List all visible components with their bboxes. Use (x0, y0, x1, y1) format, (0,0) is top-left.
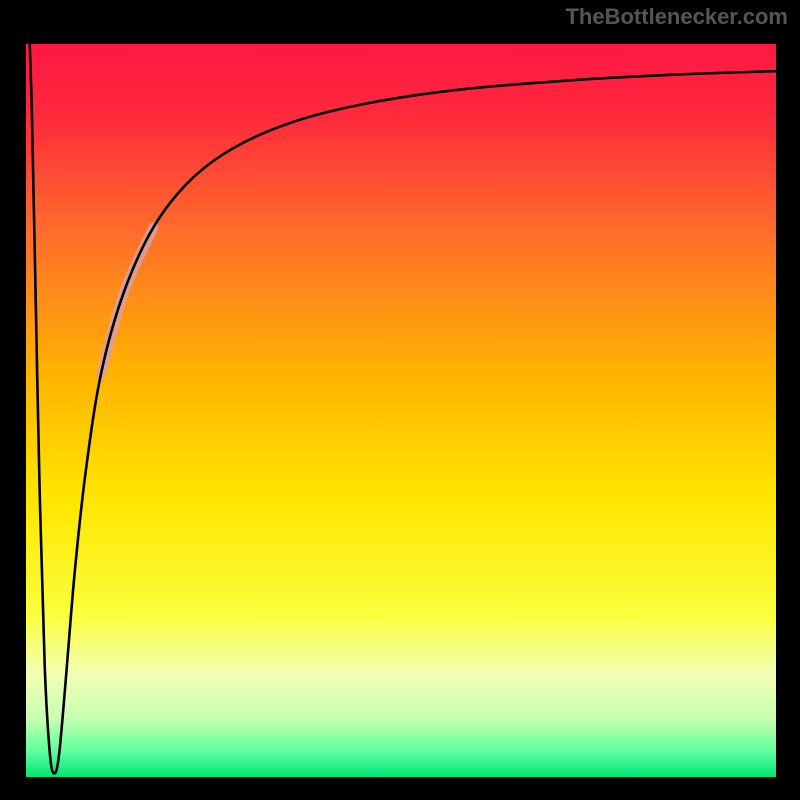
curve-layer (26, 44, 776, 777)
watermark-text: TheBottlenecker.com (565, 4, 788, 30)
highlight-segment (101, 227, 154, 374)
bottleneck-curve (30, 44, 776, 773)
chart-container: TheBottlenecker.com (0, 0, 800, 800)
plot-area (26, 44, 776, 777)
